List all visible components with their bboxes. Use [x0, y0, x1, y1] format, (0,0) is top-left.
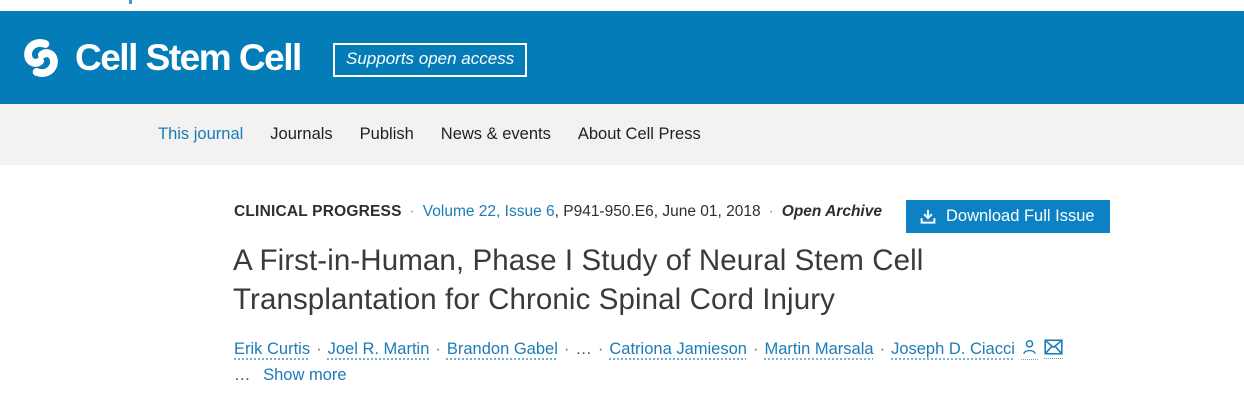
- download-button-label: Download Full Issue: [946, 207, 1095, 225]
- email-link[interactable]: [1043, 339, 1063, 359]
- author-link[interactable]: Brandon Gabel: [446, 339, 558, 358]
- author-link[interactable]: Catriona Jamieson: [609, 339, 747, 358]
- author-separator: ·: [316, 339, 322, 358]
- show-more-link[interactable]: Show more: [263, 366, 347, 384]
- author-ellipsis: …: [575, 339, 592, 358]
- journal-title[interactable]: Cell Stem Cell: [75, 36, 302, 78]
- site-header: Cell Stem Cell Supports open access: [0, 11, 1244, 104]
- article-title: A First-in-Human, Phase I Study of Neura…: [233, 244, 924, 316]
- author-separator: ·: [597, 339, 604, 358]
- author-profile-link[interactable]: [1020, 338, 1038, 360]
- top-edge-artifact: [129, 0, 132, 4]
- download-full-issue-button[interactable]: Download Full Issue: [906, 200, 1110, 233]
- section-label: CLINICAL PROGRESS: [234, 203, 402, 220]
- author-link[interactable]: Joel R. Martin: [327, 339, 430, 358]
- author-row: Erik Curtis · Joel R. Martin · Brandon Gabel…: [234, 338, 1063, 360]
- author-link[interactable]: Erik Curtis: [234, 339, 311, 358]
- separator-dot: ·: [409, 203, 415, 220]
- envelope-icon: [1044, 339, 1063, 355]
- cell-press-swirl-icon: [20, 36, 62, 80]
- issue-link[interactable]: Volume 22, Issue 6: [422, 203, 555, 220]
- nav-news-events[interactable]: News & events: [440, 125, 551, 143]
- open-archive-label: Open Archive: [781, 203, 882, 220]
- article-meta-row: CLINICAL PROGRESS · Volume 22, Issue 6 ,…: [234, 203, 882, 221]
- author-list: Erik Curtis · Joel R. Martin · Brandon Gabel…: [234, 340, 1015, 359]
- authors-overflow-ellipsis: …: [234, 366, 251, 384]
- site-nav: This journal Journals Publish News & eve…: [0, 104, 1244, 165]
- show-more-row: … Show more: [234, 366, 347, 385]
- nav-about-cell-press[interactable]: About Cell Press: [577, 125, 701, 143]
- author-separator: ·: [879, 339, 886, 358]
- author-separator: ·: [435, 339, 441, 358]
- issue-details: , P941-950.E6, June 01, 2018: [554, 203, 761, 220]
- nav-publish[interactable]: Publish: [359, 125, 414, 143]
- author-separator: ·: [752, 339, 759, 358]
- journal-brand-link[interactable]: Cell Stem Cell: [20, 36, 302, 80]
- open-access-badge: Supports open access: [333, 43, 528, 77]
- separator-dot: ·: [768, 203, 774, 220]
- nav-this-journal[interactable]: This journal: [158, 125, 244, 143]
- author-link[interactable]: Joseph D. Ciacci: [891, 339, 1015, 358]
- author-link[interactable]: Martin Marsala: [764, 339, 874, 358]
- nav-journals[interactable]: Journals: [270, 125, 333, 143]
- author-separator: ·: [563, 339, 570, 358]
- person-icon: [1021, 338, 1038, 356]
- download-icon: [919, 208, 937, 226]
